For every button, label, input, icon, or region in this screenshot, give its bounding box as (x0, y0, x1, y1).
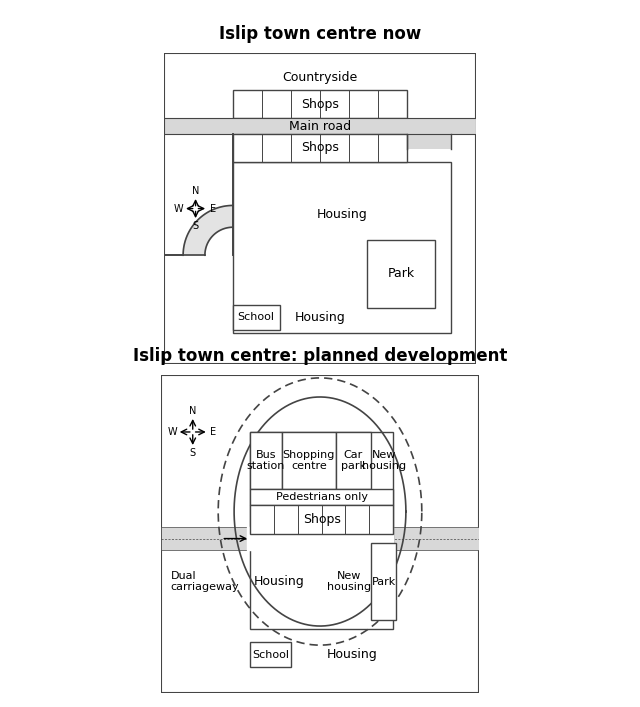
Text: Pedestrians only: Pedestrians only (276, 492, 367, 502)
Text: New
housing: New housing (326, 571, 371, 592)
Text: Park: Park (371, 576, 396, 587)
Bar (161, 527, 257, 550)
Text: Housing: Housing (326, 648, 377, 661)
Text: Dual
carriageway: Dual carriageway (170, 571, 239, 592)
Bar (250, 432, 393, 629)
Bar (250, 489, 393, 505)
Text: Islip town centre: planned development: Islip town centre: planned development (133, 346, 507, 365)
Text: Shopping
centre: Shopping centre (283, 450, 335, 472)
Bar (233, 162, 451, 333)
Bar (250, 505, 393, 534)
Text: Main road: Main road (289, 119, 351, 133)
Bar (164, 118, 476, 134)
Text: Bus
station: Bus station (247, 450, 285, 472)
Text: Housing: Housing (316, 209, 367, 221)
Text: E: E (210, 204, 216, 214)
Text: S: S (193, 221, 198, 230)
Text: S: S (189, 448, 196, 457)
Bar (371, 543, 396, 619)
Text: Housing: Housing (294, 311, 346, 324)
Bar (407, 118, 451, 149)
Text: Park: Park (387, 267, 415, 281)
Bar (233, 90, 407, 118)
Bar (250, 432, 282, 489)
Text: School: School (252, 650, 289, 660)
Bar (383, 527, 479, 550)
Text: Shops: Shops (301, 98, 339, 111)
Text: Countryside: Countryside (282, 71, 358, 84)
Text: N: N (189, 407, 196, 416)
Text: Islip town centre now: Islip town centre now (219, 25, 421, 43)
Text: School: School (237, 312, 275, 322)
Bar (250, 642, 291, 667)
Bar (367, 240, 435, 308)
Text: Car
park: Car park (341, 450, 366, 472)
Text: N: N (192, 187, 199, 197)
Bar (233, 134, 407, 162)
Bar (233, 305, 280, 330)
Text: Housing: Housing (253, 575, 304, 588)
Bar (282, 432, 336, 489)
Polygon shape (164, 134, 233, 255)
Text: W: W (173, 204, 183, 214)
Text: W: W (167, 427, 177, 437)
Text: Shops: Shops (301, 141, 339, 154)
Text: E: E (211, 427, 216, 437)
Bar (336, 432, 371, 489)
Text: Shops: Shops (303, 513, 340, 526)
Text: New
housing: New housing (362, 450, 406, 472)
